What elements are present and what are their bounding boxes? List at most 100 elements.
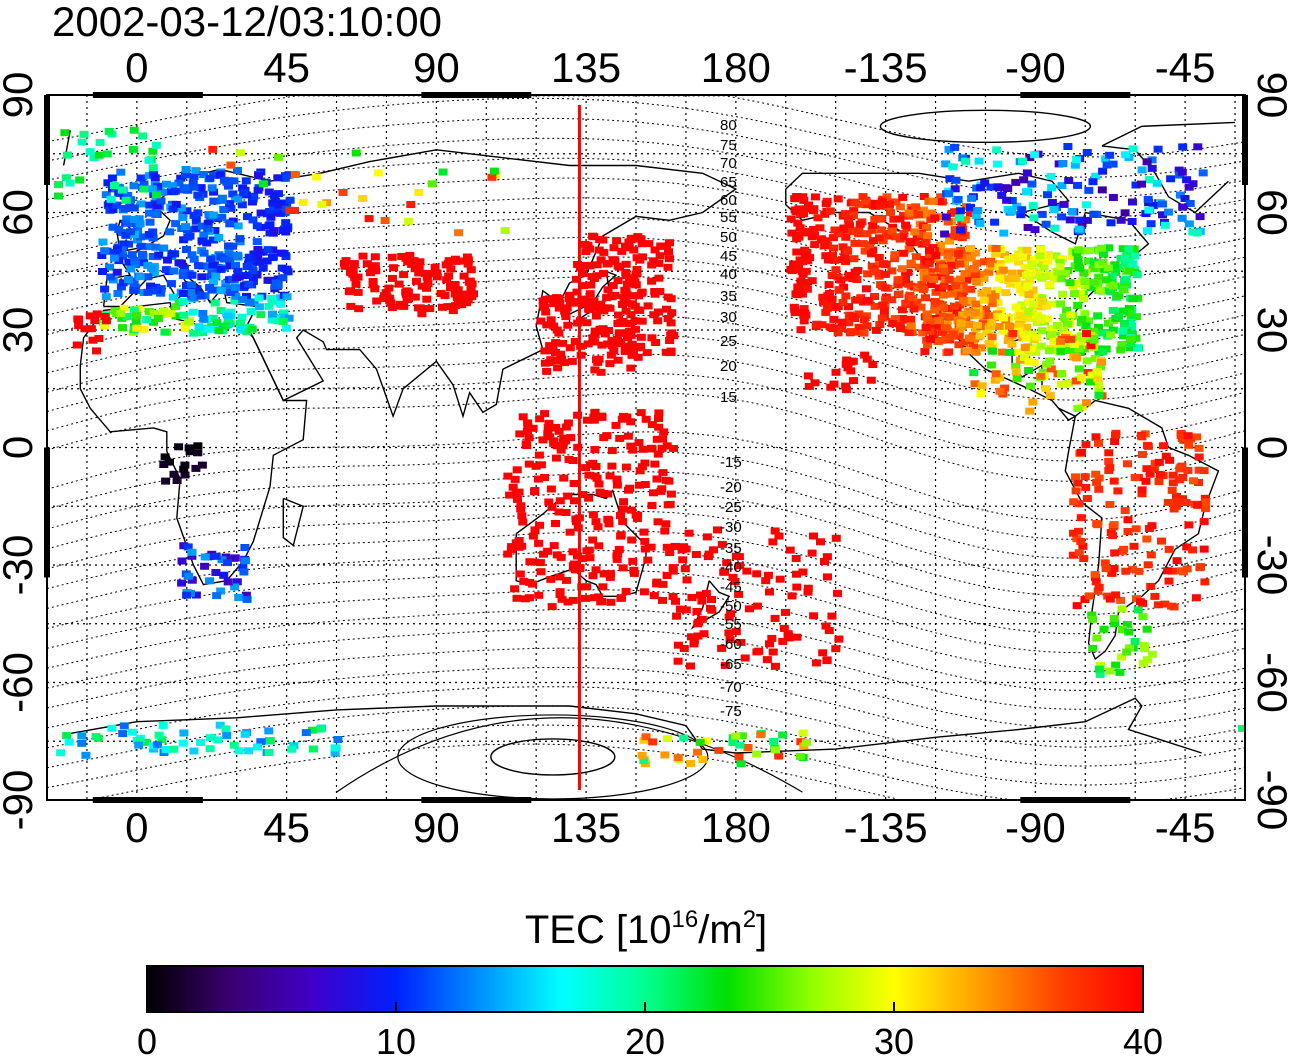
tec-cell xyxy=(950,277,960,285)
tec-cell xyxy=(693,620,703,628)
tec-cell xyxy=(1075,289,1085,297)
tec-cell xyxy=(179,311,189,319)
colorbar-title: TEC [1016/m2] xyxy=(524,906,768,953)
tec-cell xyxy=(841,258,851,266)
tec-cell xyxy=(564,455,574,463)
tec-cell xyxy=(1074,365,1084,373)
tec-cell xyxy=(61,174,71,182)
tec-cell xyxy=(961,253,971,261)
tec-cell xyxy=(841,386,851,393)
tec-cell xyxy=(1056,300,1066,308)
tec-cell xyxy=(544,419,554,427)
tec-cell xyxy=(1107,272,1117,280)
tec-cell xyxy=(1077,374,1086,382)
tec-cell xyxy=(591,312,601,320)
tec-cell xyxy=(146,282,155,290)
tec-cell xyxy=(626,506,636,514)
tec-cell xyxy=(1016,211,1026,219)
tec-cell xyxy=(1128,198,1137,206)
tec-cell xyxy=(909,305,919,313)
tec-cell xyxy=(153,182,163,190)
tec-cell xyxy=(239,189,249,197)
tec-cell xyxy=(998,314,1008,322)
tec-cell xyxy=(1079,269,1089,277)
tec-cell xyxy=(1194,453,1204,461)
tec-cell xyxy=(515,570,525,578)
tec-cell xyxy=(1180,195,1190,202)
tec-cell xyxy=(972,278,982,286)
lon-tick-label-bottom: 45 xyxy=(263,804,310,851)
tec-cell xyxy=(221,725,231,733)
tec-cell xyxy=(169,470,179,478)
tec-cell xyxy=(92,347,101,355)
tec-cell xyxy=(1030,151,1040,159)
tec-cell xyxy=(273,174,283,182)
tec-cell xyxy=(205,734,215,742)
tec-cell xyxy=(987,299,997,307)
tec-cell xyxy=(269,227,279,235)
tec-cell xyxy=(1045,392,1055,400)
tec-cell xyxy=(514,543,524,551)
tec-cell xyxy=(1008,330,1018,337)
tec-cell xyxy=(1091,578,1101,586)
tec-cell xyxy=(549,300,559,308)
tec-cell xyxy=(170,187,180,195)
tec-cell xyxy=(679,645,689,652)
tec-cell xyxy=(203,225,213,233)
tec-cell xyxy=(621,260,631,268)
tec-cell xyxy=(1073,181,1083,189)
tec-cell xyxy=(167,250,177,258)
tec-cell xyxy=(178,290,188,297)
tec-cell xyxy=(1101,565,1111,573)
tec-cell xyxy=(253,246,263,253)
tec-cell xyxy=(626,311,636,319)
tec-cell xyxy=(1005,322,1014,330)
tec-cell xyxy=(655,252,665,260)
tec-cell xyxy=(969,369,979,377)
tec-cell xyxy=(432,273,442,281)
tec-cell xyxy=(119,722,129,730)
tec-cell xyxy=(833,589,842,597)
tec-cell xyxy=(1138,613,1148,621)
tec-cell xyxy=(621,242,630,250)
tec-cell xyxy=(947,309,957,317)
tec-cell xyxy=(212,592,222,600)
tec-cell xyxy=(790,309,800,317)
tec-cell xyxy=(734,590,744,598)
tec-cell xyxy=(1021,334,1031,342)
tec-cell xyxy=(1105,667,1115,675)
tec-cell xyxy=(987,260,997,268)
tec-cell xyxy=(631,325,640,333)
tec-cell xyxy=(100,247,110,255)
tec-cell xyxy=(161,266,171,274)
tec-cell xyxy=(703,553,713,561)
tec-cell xyxy=(973,207,983,214)
tec-cell xyxy=(870,293,879,300)
tec-cell xyxy=(862,230,872,238)
tec-cell xyxy=(1069,498,1079,506)
tec-cell xyxy=(102,150,112,158)
tec-cell xyxy=(887,227,897,235)
tec-cell xyxy=(216,265,226,273)
tec-cell xyxy=(538,302,548,310)
lat-tick-label-right: -30 xyxy=(1249,535,1292,596)
tec-cell xyxy=(1122,648,1132,656)
contour-label: -50 xyxy=(720,598,742,615)
tec-cell xyxy=(888,320,898,327)
tec-cell xyxy=(158,721,168,729)
tec-cell xyxy=(888,223,898,231)
tec-cell xyxy=(1088,178,1098,186)
tec-cell xyxy=(198,222,207,230)
tec-cell xyxy=(1059,313,1069,321)
tec-cell xyxy=(198,310,208,317)
tec-cell xyxy=(1053,322,1062,329)
tec-cell xyxy=(233,167,242,174)
tec-cell xyxy=(1031,344,1041,352)
tec-cell xyxy=(879,307,889,315)
tec-cell xyxy=(267,297,277,305)
tec-cell xyxy=(127,251,137,259)
tec-cell xyxy=(199,171,209,178)
tec-cell xyxy=(1192,433,1202,441)
tec-cell xyxy=(262,257,272,265)
tec-cell xyxy=(570,338,580,345)
